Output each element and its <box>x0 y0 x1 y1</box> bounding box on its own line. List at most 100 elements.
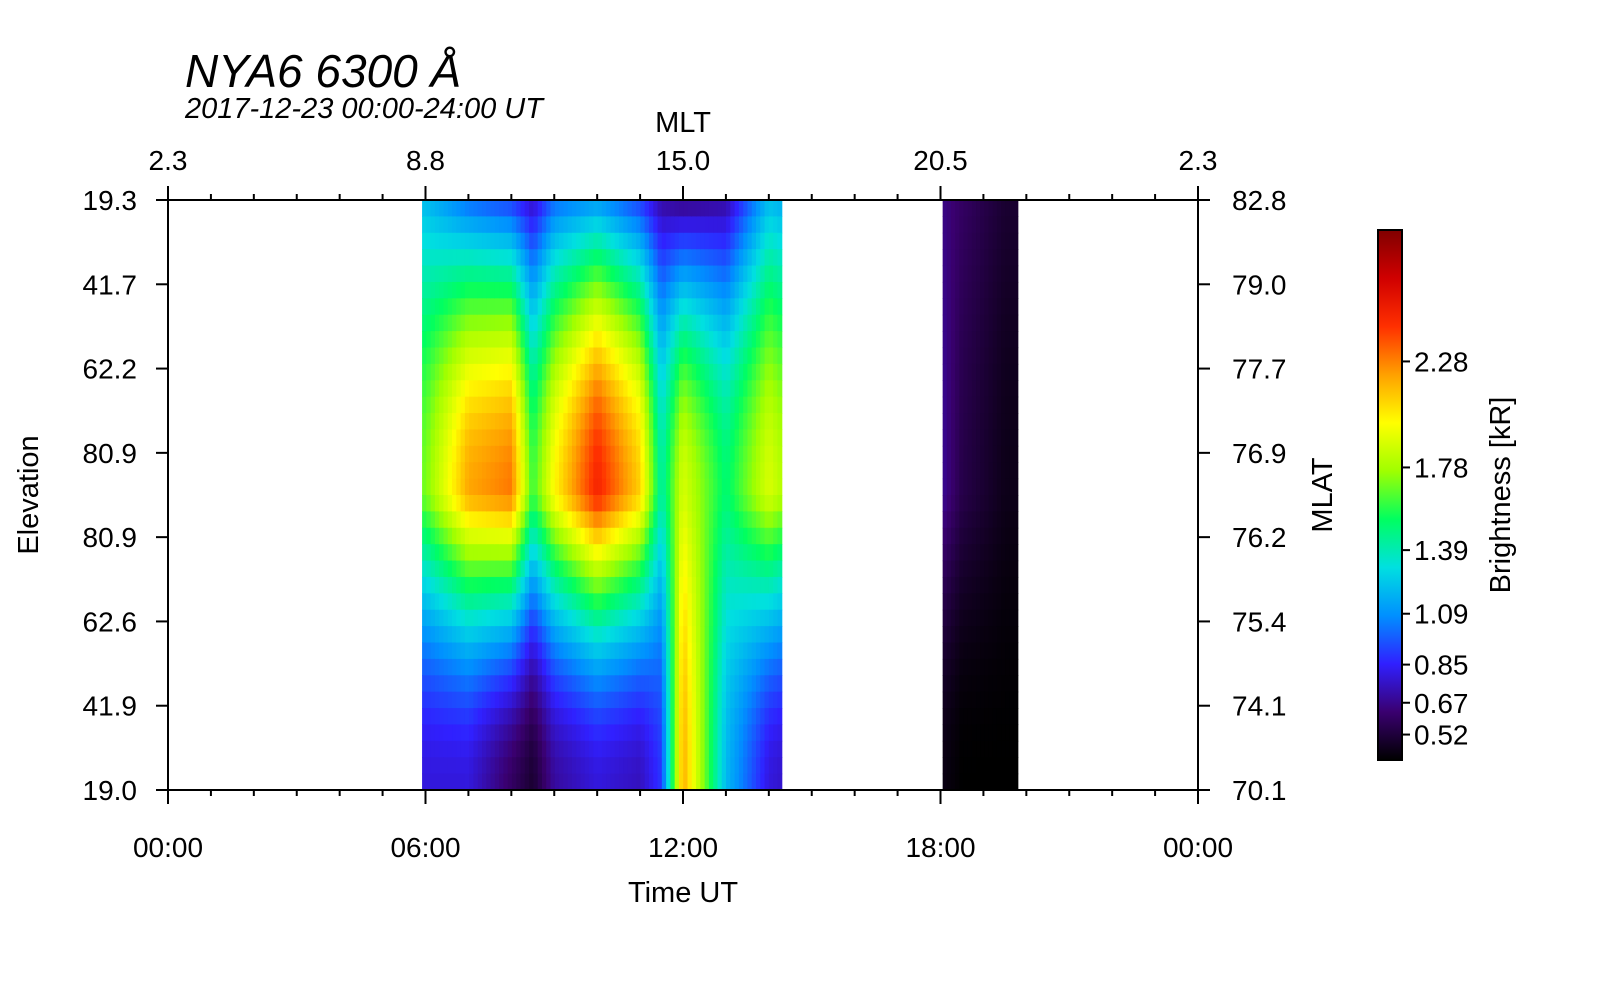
heatmap-cell <box>942 396 948 414</box>
heatmap-cell <box>537 527 543 545</box>
heatmap-cell <box>700 478 706 496</box>
heatmap-cell <box>955 380 960 398</box>
heatmap-cell <box>554 740 560 758</box>
heatmap-cell <box>460 265 466 283</box>
heatmap-cell <box>447 347 453 365</box>
heatmap-cell <box>657 495 663 512</box>
heatmap-cell <box>971 347 977 365</box>
heatmap-cell <box>1001 265 1006 283</box>
heatmap-cell <box>631 380 637 398</box>
heatmap-cell <box>516 560 522 578</box>
heatmap-cell <box>678 544 684 562</box>
heatmap-cell <box>460 331 466 349</box>
heatmap-cell <box>967 429 973 447</box>
heatmap-cell <box>946 232 952 250</box>
heatmap-cell <box>738 642 744 660</box>
heatmap-cell <box>593 462 599 480</box>
heatmap-cell <box>563 757 569 775</box>
heatmap-cell <box>490 363 496 381</box>
heatmap-cell <box>1001 363 1006 381</box>
heatmap-cell <box>610 249 616 267</box>
heatmap-cell <box>980 200 985 217</box>
heatmap-cell <box>623 347 629 365</box>
heatmap-cell <box>704 314 710 332</box>
heatmap-cell <box>593 593 599 611</box>
heatmap-cell <box>524 413 530 431</box>
heatmap-cell <box>503 560 509 578</box>
heatmap-cell <box>730 413 736 431</box>
heatmap-cell <box>533 495 539 512</box>
heatmap-cell <box>984 396 990 414</box>
heatmap-cell <box>619 429 624 447</box>
heatmap-cell <box>469 380 475 398</box>
heatmap-cell <box>963 445 969 463</box>
heatmap-cell <box>593 249 599 267</box>
heatmap-cell <box>963 593 969 611</box>
x-tick-label: 12:00 <box>648 832 718 863</box>
heatmap-cell <box>1013 675 1019 693</box>
heatmap-cell <box>546 593 552 611</box>
heatmap-cell <box>486 740 492 758</box>
heatmap-cell <box>946 560 952 578</box>
heatmap-cell <box>661 609 667 627</box>
y-tick-label: 19.3 <box>83 185 138 216</box>
heatmap-cell <box>422 593 427 611</box>
heatmap-cell <box>546 527 552 545</box>
heatmap-cell <box>559 495 564 512</box>
heatmap-cell <box>533 200 539 217</box>
heatmap-cell <box>751 626 757 644</box>
heatmap-cell <box>563 396 569 414</box>
heatmap-cell <box>559 249 564 267</box>
heatmap-cell <box>950 560 956 578</box>
heatmap-cell <box>756 445 761 463</box>
heatmap-cell <box>464 626 470 644</box>
heatmap-cell <box>640 429 646 447</box>
heatmap-cell <box>955 609 960 627</box>
heatmap-cell <box>666 560 671 578</box>
heatmap-cell <box>1001 675 1006 693</box>
heatmap-cell <box>683 445 689 463</box>
heatmap-cell <box>674 200 680 217</box>
heatmap-cell <box>494 757 500 775</box>
heatmap-cell <box>678 740 684 758</box>
heatmap-cell <box>627 265 633 283</box>
heatmap-cell <box>477 560 483 578</box>
heatmap-cell <box>563 724 569 742</box>
heatmap-cell <box>627 347 633 365</box>
heatmap-cell <box>631 609 637 627</box>
heatmap-cell <box>696 560 701 578</box>
heatmap-cell <box>950 593 956 611</box>
heatmap-cell <box>653 380 659 398</box>
heatmap-cell <box>946 691 952 709</box>
heatmap-cell <box>661 200 667 217</box>
heatmap-cell <box>452 576 457 594</box>
heatmap-cell <box>678 675 684 693</box>
heatmap-cell <box>760 593 766 611</box>
heatmap-cell <box>550 429 556 447</box>
heatmap-cell <box>704 445 710 463</box>
heatmap-cell <box>546 249 552 267</box>
heatmap-cell <box>580 609 586 627</box>
heatmap-cell <box>1013 642 1019 660</box>
heatmap-cell <box>589 298 594 316</box>
heatmap-cell <box>687 232 693 250</box>
heatmap-cell <box>691 363 697 381</box>
heatmap-cell <box>606 593 612 611</box>
heatmap-cell <box>721 691 727 709</box>
heatmap-cell <box>610 576 616 594</box>
heatmap-cell <box>661 462 667 480</box>
heatmap-cell <box>691 593 697 611</box>
heatmap-cell <box>657 200 663 217</box>
heatmap-cell <box>670 249 676 267</box>
heatmap-cell <box>422 331 427 349</box>
heatmap-cell <box>942 495 948 512</box>
heatmap-cell <box>567 478 573 496</box>
heatmap-cell <box>490 708 496 726</box>
heatmap-cell <box>584 216 590 234</box>
heatmap-cell <box>482 544 487 562</box>
heatmap-cell <box>996 658 1002 676</box>
heatmap-cell <box>996 593 1002 611</box>
heatmap-cell <box>529 216 534 234</box>
heatmap-cell <box>764 281 770 299</box>
heatmap-cell <box>529 232 534 250</box>
